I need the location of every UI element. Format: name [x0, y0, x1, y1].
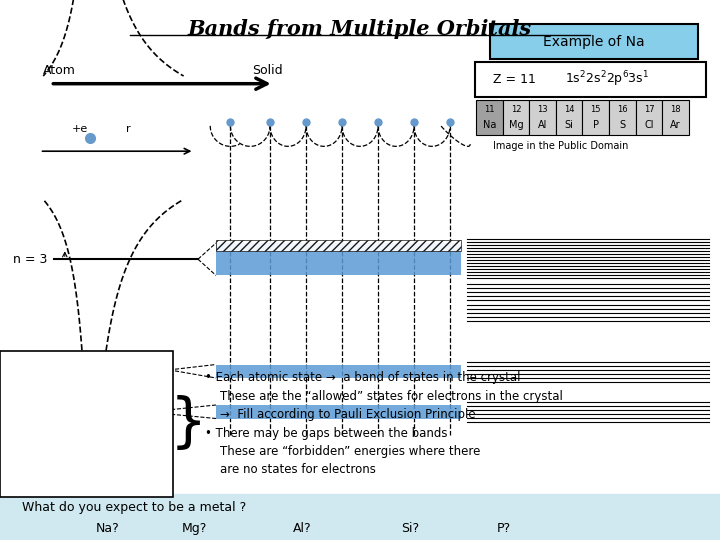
Text: Solid: Solid: [252, 64, 283, 77]
Text: Ar: Ar: [670, 120, 681, 130]
Text: Al?: Al?: [293, 522, 312, 535]
FancyBboxPatch shape: [0, 351, 173, 497]
Text: Si?: Si?: [401, 522, 420, 535]
Text: 17: 17: [644, 105, 654, 114]
Text: 14: 14: [564, 105, 575, 114]
Text: 15: 15: [590, 105, 601, 114]
FancyBboxPatch shape: [475, 62, 706, 97]
Text: →  Fill according to Pauli Exclusion Principle: → Fill according to Pauli Exclusion Prin…: [205, 408, 476, 421]
Text: 12: 12: [510, 105, 521, 114]
Text: Bands from Multiple Orbitals: Bands from Multiple Orbitals: [188, 19, 532, 39]
Text: are no states for electrons: are no states for electrons: [205, 463, 376, 476]
Text: Mg?: Mg?: [181, 522, 207, 535]
Text: Na?: Na?: [96, 522, 120, 535]
Bar: [609, 100, 636, 135]
Text: }: }: [169, 395, 207, 453]
Text: 13: 13: [537, 105, 548, 114]
Bar: [662, 100, 689, 135]
FancyBboxPatch shape: [490, 24, 698, 59]
Text: 18: 18: [670, 105, 681, 114]
Text: These are the “allowed” states for electrons in the crystal: These are the “allowed” states for elect…: [205, 390, 563, 403]
Text: These two facts
are the basis for
our understanding
of metals,
semiconductors,
a: These two facts are the basis for our un…: [35, 390, 138, 458]
Text: • There may be gaps between the bands: • There may be gaps between the bands: [205, 427, 448, 440]
Text: S: S: [619, 120, 626, 130]
Bar: [476, 100, 503, 135]
Text: n = 2: n = 2: [13, 363, 48, 376]
Text: 11: 11: [484, 105, 495, 114]
Bar: [216, 240, 461, 251]
Text: Image in the Public Domain: Image in the Public Domain: [493, 141, 629, 152]
Bar: [529, 100, 556, 135]
Text: Al: Al: [538, 120, 547, 130]
Text: 1s$^2$2s$^2$2p$^6$3s$^1$: 1s$^2$2s$^2$2p$^6$3s$^1$: [565, 70, 649, 90]
Text: +e: +e: [72, 124, 89, 134]
Bar: [636, 100, 662, 135]
Text: Si: Si: [564, 120, 574, 130]
Bar: [582, 100, 609, 135]
Text: What do you expect to be a metal ?: What do you expect to be a metal ?: [22, 501, 246, 514]
Text: r: r: [126, 124, 130, 134]
Bar: [216, 243, 461, 275]
Text: P?: P?: [497, 522, 511, 535]
Text: Z = 11: Z = 11: [493, 73, 536, 86]
Text: Atom: Atom: [43, 64, 76, 77]
Bar: [216, 405, 461, 418]
Bar: [503, 100, 529, 135]
Text: These are “forbidden” energies where there: These are “forbidden” energies where the…: [205, 445, 480, 458]
Text: 16: 16: [617, 105, 628, 114]
Text: n = 1: n = 1: [13, 406, 48, 419]
Text: Mg: Mg: [508, 120, 523, 130]
Text: Na: Na: [482, 120, 496, 130]
Text: • Each atomic state →  a band of states in the crystal: • Each atomic state → a band of states i…: [205, 372, 521, 384]
Bar: [0, 494, 720, 540]
Bar: [216, 364, 461, 378]
Text: Example of Na: Example of Na: [543, 35, 645, 49]
Bar: [556, 100, 582, 135]
Text: Cl: Cl: [644, 120, 654, 130]
Text: n = 3: n = 3: [13, 253, 48, 266]
Text: P: P: [593, 120, 599, 130]
